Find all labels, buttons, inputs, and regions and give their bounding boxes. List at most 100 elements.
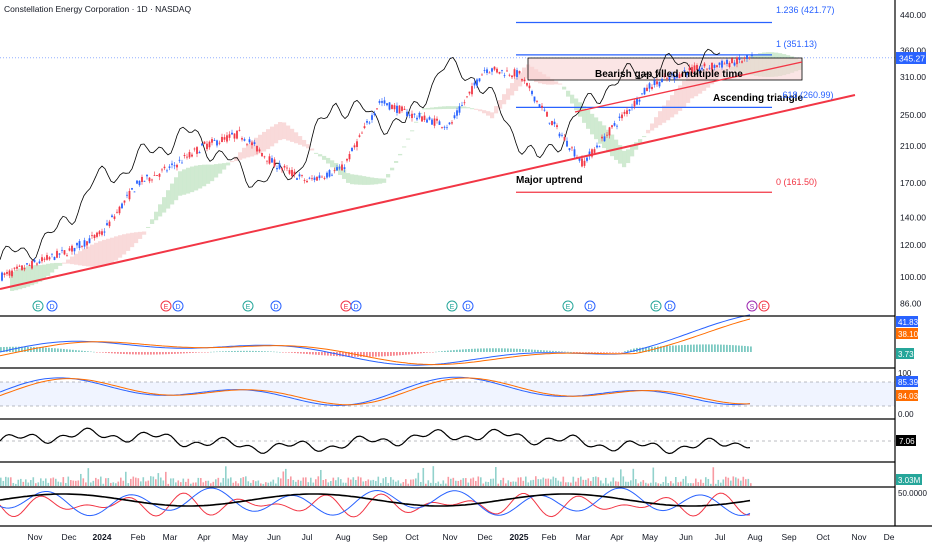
volume-bar — [397, 480, 400, 486]
volume-bar — [557, 480, 560, 486]
candle-body — [641, 93, 643, 95]
volume-bar — [705, 477, 707, 486]
macd-histogram-bar — [282, 352, 284, 353]
volume-pane[interactable] — [0, 466, 752, 486]
volume-bar — [552, 476, 555, 486]
macd-histogram-bar — [45, 347, 47, 352]
candle-body — [293, 171, 296, 175]
volume-bar — [637, 483, 640, 486]
volume-bar — [30, 480, 32, 486]
cloud-bear-segment — [74, 253, 79, 265]
volume-bar — [105, 478, 107, 486]
volume-bar — [410, 479, 412, 486]
cloud-bull-segment — [430, 107, 435, 110]
cloud-bear-segment — [234, 156, 239, 162]
volume-bar — [355, 480, 357, 486]
fib-label-1: 1 (351.13) — [776, 39, 817, 49]
candle-body — [268, 156, 271, 164]
macd-histogram-bar — [345, 352, 347, 357]
volume-bar — [612, 477, 615, 486]
volume-bar — [477, 476, 480, 486]
macd-histogram-bar — [576, 352, 578, 353]
candle-body — [513, 69, 516, 77]
macd-histogram-bar — [21, 346, 23, 352]
volume-bar — [547, 478, 550, 486]
candle-body — [243, 139, 246, 141]
candle-body — [71, 245, 73, 252]
volume-bar — [280, 478, 282, 486]
volume-bar — [122, 480, 125, 486]
cloud-bull-segment — [146, 226, 151, 228]
volume-bar — [435, 483, 437, 486]
volume-bar — [110, 482, 112, 486]
volume-bar — [497, 483, 500, 486]
candle-body — [123, 200, 126, 203]
volume-bar — [717, 479, 720, 486]
macd-pane[interactable] — [0, 314, 752, 366]
volume-bar — [357, 476, 360, 486]
candle-body — [203, 141, 206, 144]
candle-body — [158, 173, 161, 177]
macd-histogram-bar — [648, 347, 650, 352]
candle-body — [343, 167, 346, 170]
price-tick-label: 120.00 — [900, 240, 926, 250]
macd-histogram-bar — [414, 352, 416, 354]
macd-histogram-bar — [696, 344, 698, 352]
volume-bar — [505, 483, 507, 486]
candle-body — [523, 79, 526, 81]
candle-body — [503, 75, 506, 77]
cloud-bear-segment — [130, 232, 135, 248]
volume-bar — [310, 477, 312, 486]
oscillator-pane[interactable] — [0, 427, 895, 455]
volume-bar — [72, 480, 75, 486]
macd-histogram-bar — [3, 347, 5, 352]
volume-bar — [520, 477, 522, 486]
macd-histogram-bar — [447, 350, 449, 352]
macd-histogram-bar — [144, 352, 146, 355]
macd-histogram-bar — [162, 352, 164, 355]
candle-body — [508, 74, 511, 76]
candle-body — [708, 67, 711, 69]
candle-body — [368, 122, 371, 124]
volume-bar — [75, 480, 77, 486]
candle-body — [486, 69, 488, 73]
candle-body — [338, 167, 341, 169]
price-axis[interactable]: 440.00 360.00 310.00 250.00 210.00 170.00 140.… — [900, 10, 926, 309]
time-tick-label: 2024 — [93, 532, 112, 542]
volume-bar — [632, 468, 635, 486]
volume-bar — [532, 479, 535, 486]
volume-bar — [445, 483, 447, 486]
volume-bar — [425, 483, 427, 486]
macd-histogram-bar — [492, 348, 494, 352]
cloud-bear-segment — [142, 231, 147, 235]
candle-body — [661, 78, 663, 83]
volume-bar — [660, 483, 662, 486]
volume-bar — [642, 480, 645, 486]
macd-histogram-bar — [633, 348, 635, 352]
hist-value: 3.73 — [898, 350, 914, 359]
macd-histogram-bar — [543, 350, 545, 352]
macd-histogram-bar — [558, 351, 560, 352]
time-axis[interactable]: Nov Dec 2024 Feb Mar Apr May Jun Jul Aug Sep Oct Nov… — [27, 532, 894, 542]
volume-bar — [740, 480, 742, 486]
macd-histogram-bar — [480, 348, 482, 352]
stochastic-pane[interactable] — [0, 376, 895, 407]
volume-bar — [197, 477, 200, 486]
volume-bar — [747, 478, 750, 486]
candle-body — [136, 180, 138, 184]
rsi-pane[interactable] — [0, 487, 751, 518]
volume-bar — [100, 476, 102, 486]
volume-bar — [165, 471, 167, 486]
candle-body — [73, 247, 76, 252]
candle-body — [281, 168, 283, 170]
macd-histogram-bar — [153, 352, 155, 355]
event-marker-letter: D — [49, 304, 54, 311]
price-tick-label: 100.00 — [900, 272, 926, 282]
macd-histogram-bar — [684, 344, 686, 352]
volume-bar — [35, 483, 37, 486]
macd-histogram-bar — [333, 352, 335, 356]
candle-body — [58, 253, 61, 255]
volume-bar — [27, 482, 30, 486]
